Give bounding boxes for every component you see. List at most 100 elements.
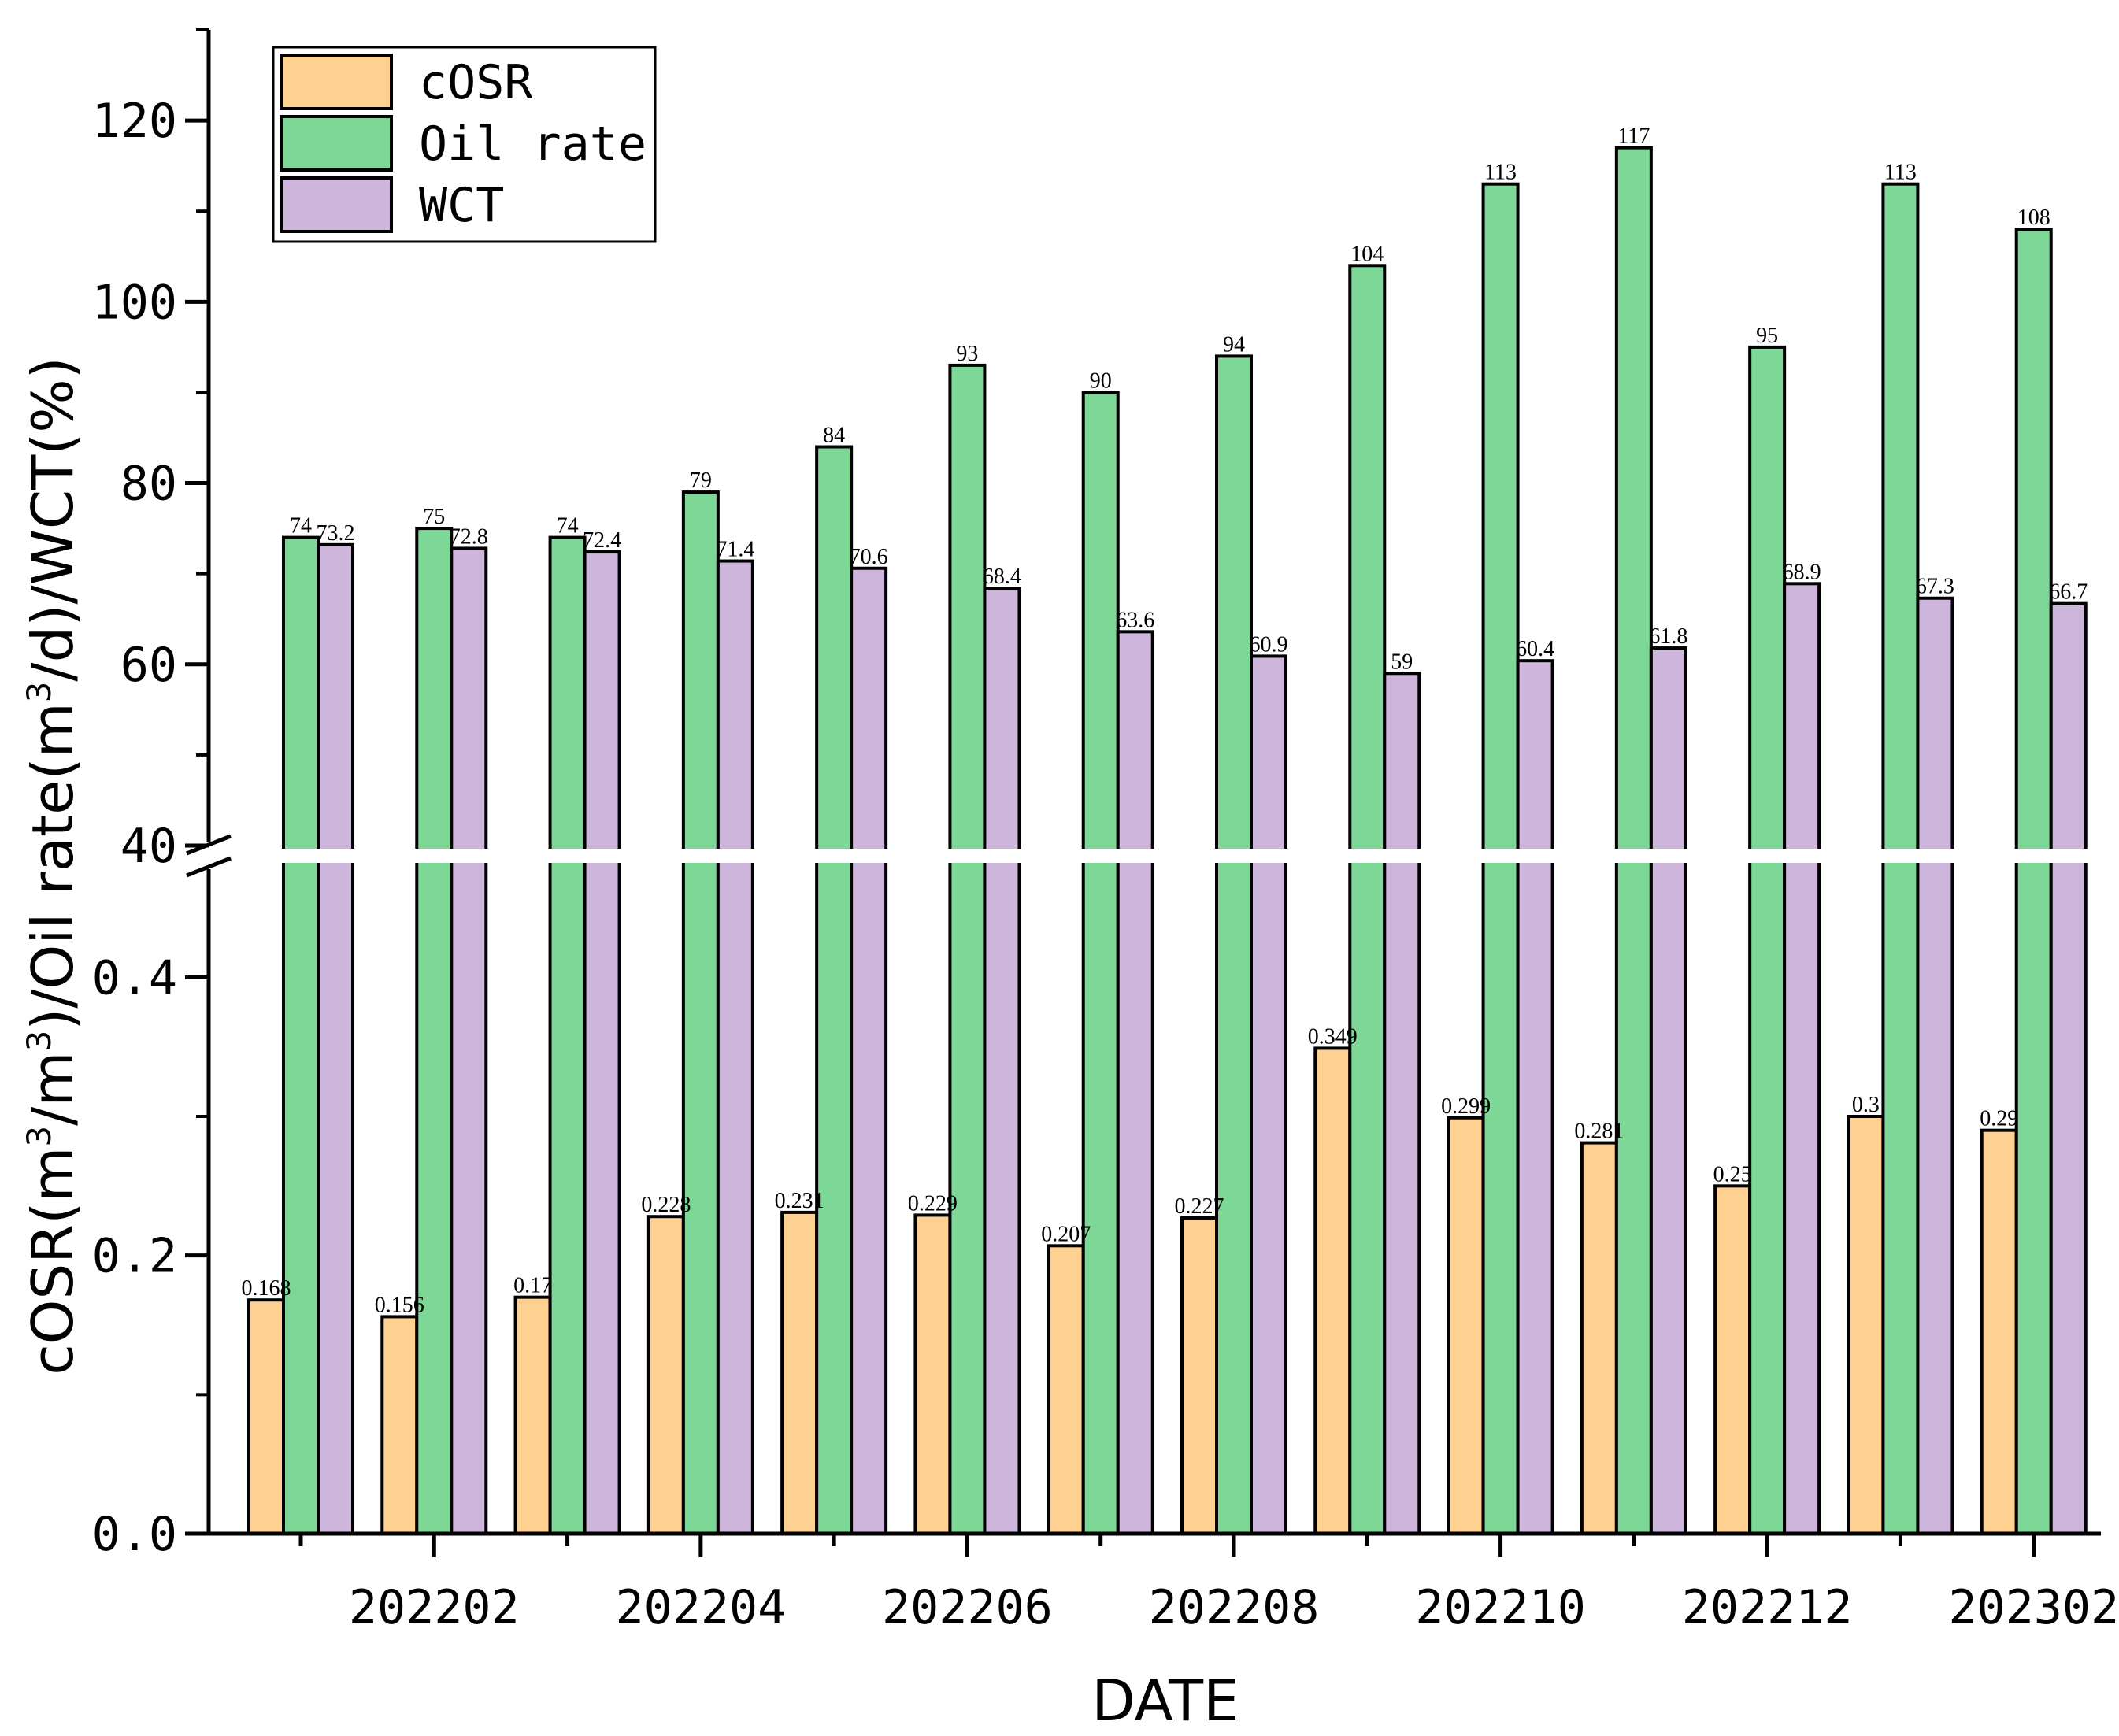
data-label-cosr-202212: 0.25 xyxy=(1713,1162,1752,1186)
y-axis-title: cOSR(m3/m3)/Oil rate(m3/d)/WCT(%) xyxy=(20,357,86,1375)
bar-wct-202208 xyxy=(1250,654,1287,1536)
data-label-oil-rate-202301: 113 xyxy=(1884,161,1917,185)
data-label-cosr-202204: 0.228 xyxy=(641,1193,691,1217)
legend-swatch-cosr xyxy=(280,54,393,110)
y-upper-tick-label: 60 xyxy=(120,638,177,693)
data-label-cosr-202207: 0.207 xyxy=(1041,1222,1091,1246)
y-upper-tick-label: 40 xyxy=(120,819,177,874)
legend-label-wct: WCT xyxy=(419,178,504,233)
data-label-wct-202204: 71.4 xyxy=(716,538,754,562)
data-label-cosr-202208: 0.227 xyxy=(1175,1194,1224,1219)
bars-layer xyxy=(247,146,2088,1536)
bar-cosr-202205 xyxy=(780,1210,819,1536)
data-label-wct-202201: 73.2 xyxy=(317,521,355,546)
data-label-oil-rate-202201: 74 xyxy=(290,514,312,539)
data-label-wct-202208: 60.9 xyxy=(1250,632,1288,657)
bar-wct-202301 xyxy=(1916,596,1954,1535)
bar-cosr-202204 xyxy=(646,1215,685,1535)
y-title-part-3: )/Oil rate(m xyxy=(20,702,86,1030)
bar-oil-rate-202204 xyxy=(681,490,720,1535)
bar-wct-202205 xyxy=(850,566,888,1535)
data-label-wct-202207: 63.6 xyxy=(1116,608,1154,632)
x-tick-label: 202210 xyxy=(1415,1580,1586,1635)
y-title-sup-3: 3 xyxy=(20,682,58,703)
bar-wct-202206 xyxy=(983,587,1021,1535)
data-label-oil-rate-202302: 108 xyxy=(2017,205,2050,230)
bar-cosr-202301 xyxy=(1847,1115,1885,1535)
y-upper-tick-label: 80 xyxy=(120,457,177,512)
data-label-wct-202301: 67.3 xyxy=(1916,575,1954,599)
data-label-oil-rate-202204: 79 xyxy=(690,468,712,493)
data-label-wct-202205: 70.6 xyxy=(850,545,888,569)
y-upper-tick-label: 120 xyxy=(92,94,177,149)
axes-layer: 0.0 0.2 0.4 40 60 80 100 120 202202 202204 202206 2… xyxy=(92,28,2119,1635)
bar-oil-rate-202208 xyxy=(1215,354,1253,1535)
data-label-cosr-202202: 0.156 xyxy=(375,1293,424,1317)
y-title-part-2: /m xyxy=(20,1051,86,1125)
legend-label-cosr: cOSR xyxy=(419,55,533,110)
data-label-cosr-202211: 0.281 xyxy=(1574,1120,1624,1144)
bar-cosr-202203 xyxy=(513,1295,552,1535)
bar-oil-rate-202205 xyxy=(815,445,854,1535)
bar-cosr-202208 xyxy=(1180,1216,1218,1535)
data-label-cosr-202205: 0.231 xyxy=(775,1189,824,1213)
x-tick-label: 202202 xyxy=(349,1580,520,1635)
legend-label-oil-rate: Oil rate xyxy=(419,117,646,172)
bar-cosr-202201 xyxy=(247,1298,285,1535)
bar-oil-rate-202209 xyxy=(1348,264,1387,1535)
bar-wct-202211 xyxy=(1649,646,1687,1536)
data-label-wct-202206: 68.4 xyxy=(983,564,1021,589)
axis-break-gap xyxy=(185,849,2119,863)
data-label-wct-202211: 61.8 xyxy=(1649,624,1687,649)
data-label-cosr-202210: 0.299 xyxy=(1441,1094,1491,1119)
data-label-wct-202212: 68.9 xyxy=(1783,560,1821,584)
bar-oil-rate-202201 xyxy=(282,535,320,1535)
bar-cosr-202210 xyxy=(1447,1116,1485,1536)
bar-wct-202212 xyxy=(1783,582,1821,1536)
bar-wct-202201 xyxy=(317,542,354,1536)
data-label-oil-rate-202208: 94 xyxy=(1223,332,1245,357)
y-lower-tick-label: 0.4 xyxy=(92,950,177,1005)
data-label-cosr-202302: 0.29 xyxy=(1980,1107,2018,1131)
bar-oil-rate-202203 xyxy=(548,535,587,1535)
data-label-wct-202203: 72.4 xyxy=(583,528,621,553)
data-label-wct-202302: 66.7 xyxy=(2049,580,2088,605)
bar-wct-202203 xyxy=(583,550,621,1535)
y-title-part-1: cOSR(m xyxy=(20,1147,86,1375)
y-title-sup-1: 3 xyxy=(20,1126,58,1147)
bar-wct-202210 xyxy=(1516,659,1554,1535)
bar-oil-rate-202211 xyxy=(1614,146,1653,1536)
data-label-oil-rate-202206: 93 xyxy=(956,342,978,366)
data-label-wct-202209: 59 xyxy=(1391,650,1413,674)
bar-cosr-202202 xyxy=(380,1315,419,1536)
bar-cosr-202209 xyxy=(1313,1046,1352,1535)
bar-oil-rate-202206 xyxy=(948,363,987,1535)
x-tick-label: 202212 xyxy=(1682,1580,1853,1635)
data-label-oil-rate-202211: 117 xyxy=(1617,124,1650,149)
data-label-wct-202202: 72.8 xyxy=(450,524,488,549)
bar-cosr-202207 xyxy=(1047,1244,1085,1536)
data-label-oil-rate-202205: 84 xyxy=(823,424,845,448)
data-label-cosr-202203: 0.17 xyxy=(513,1274,552,1298)
data-label-oil-rate-202207: 90 xyxy=(1090,368,1112,393)
y-title-part-4: /d)/WCT(%) xyxy=(20,357,86,681)
legend-swatch-wct xyxy=(280,176,393,233)
bar-wct-202209 xyxy=(1383,672,1421,1535)
data-label-oil-rate-202209: 104 xyxy=(1350,242,1384,266)
data-label-cosr-202201: 0.168 xyxy=(242,1276,291,1301)
data-label-oil-rate-202203: 74 xyxy=(557,514,579,539)
legend-swatch-oil-rate xyxy=(280,115,393,172)
data-label-oil-rate-202210: 113 xyxy=(1484,161,1517,185)
x-tick-label: 202206 xyxy=(882,1580,1053,1635)
bar-oil-rate-202207 xyxy=(1081,391,1120,1535)
bar-wct-202302 xyxy=(2049,601,2088,1535)
y-upper-tick-label: 100 xyxy=(92,275,177,330)
data-label-cosr-202301: 0.3 xyxy=(1852,1093,1880,1117)
x-axis-title: DATE xyxy=(1091,1668,1239,1734)
data-label-cosr-202209: 0.349 xyxy=(1308,1024,1358,1049)
bar-cosr-202212 xyxy=(1713,1184,1752,1536)
bar-wct-202202 xyxy=(450,546,488,1535)
data-label-cosr-202206: 0.229 xyxy=(908,1191,958,1216)
